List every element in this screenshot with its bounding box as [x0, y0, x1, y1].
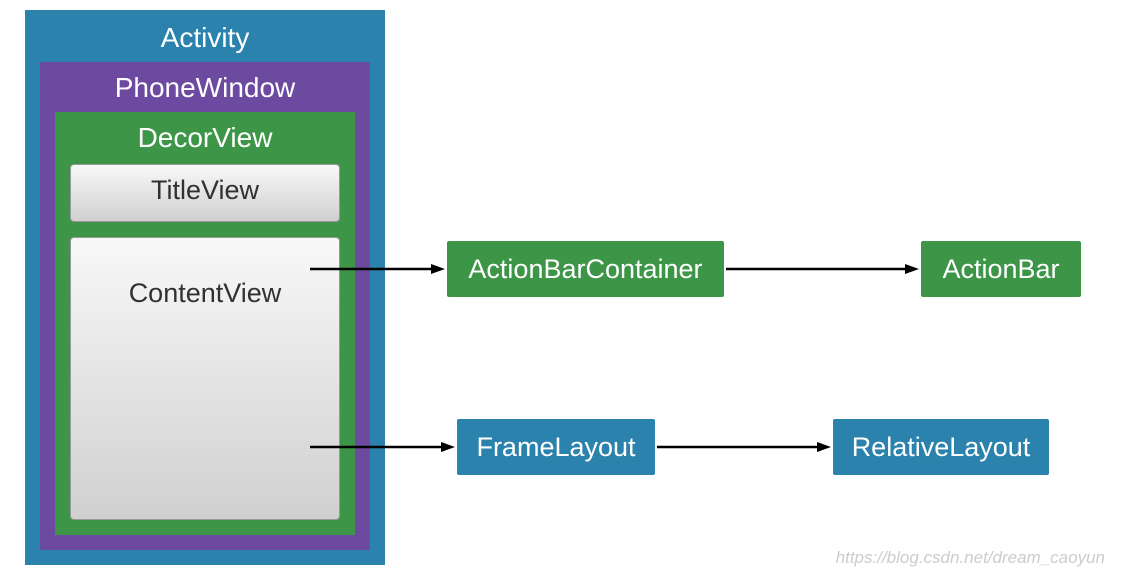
watermark-text: https://blog.csdn.net/dream_caoyun — [836, 548, 1105, 568]
arrows-layer — [0, 0, 1130, 576]
